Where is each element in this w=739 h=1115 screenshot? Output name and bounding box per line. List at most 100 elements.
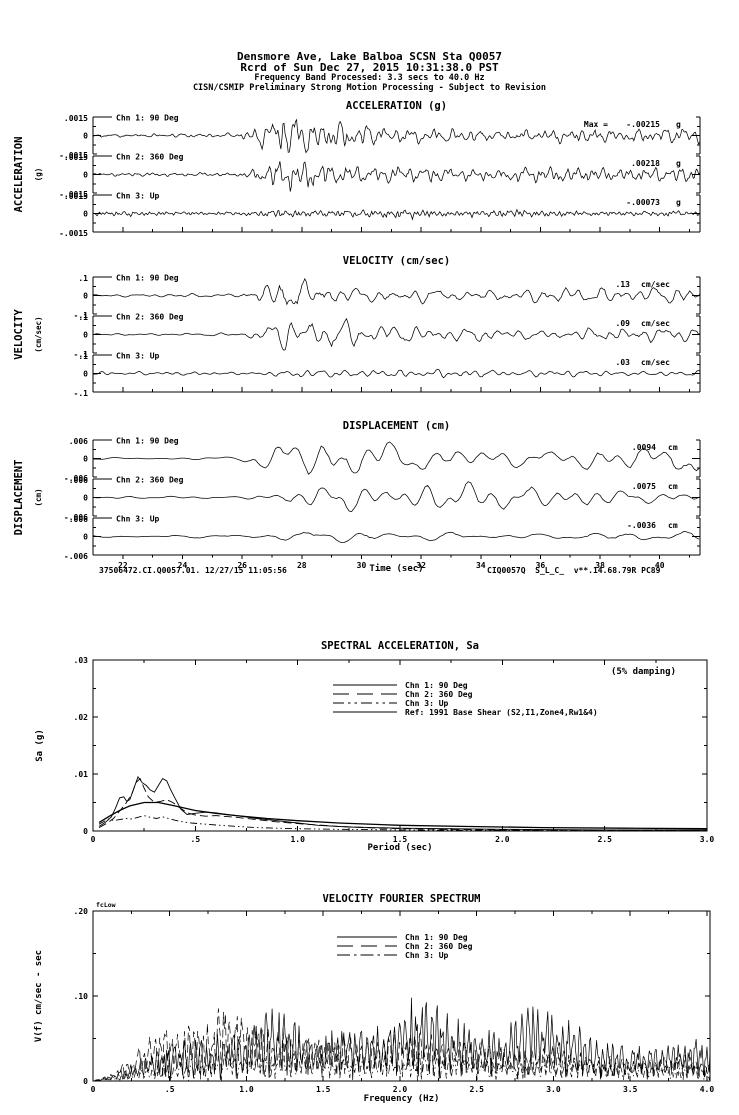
acceleration-time-series-side-label: ACCELERATION — [13, 137, 25, 213]
fourier-x-tick-label: 2.5 — [469, 1085, 484, 1094]
displacement-time-series-trace-3-waveform — [92, 531, 700, 543]
sa-series-1 — [98, 775, 707, 831]
acceleration-time-series: ACCELERATION (g) .0015 0 -.0015 Chn 1: 90 Deg… — [13, 114, 701, 238]
velocity-time-series-side-sublabel: (cm/sec) — [34, 316, 43, 352]
time-axis-label: Time (sec) — [369, 564, 424, 574]
channel-label: Chn 1: 90 Deg — [116, 114, 179, 123]
y-tick-label: .1 — [78, 352, 88, 361]
sa-y-tick-label: .01 — [74, 770, 89, 779]
y-tick-label: 0 — [83, 370, 88, 379]
sa-y-axis-label: Sa (g) — [35, 729, 45, 762]
max-unit-label: cm/sec — [641, 319, 670, 328]
period-axis-label: Period (sec) — [367, 843, 433, 853]
time-tick-label: 38 — [595, 561, 605, 570]
displacement-time-series-side-sublabel: (cm) — [34, 488, 43, 506]
velocity-time-series-trace-1-waveform — [92, 278, 701, 306]
frequency-band-note: Frequency Band Processed: 3.3 secs to 40… — [254, 73, 485, 83]
sa-y-tick-label: .02 — [74, 713, 89, 722]
displacement-time-series-trace-2-axis — [92, 478, 701, 517]
time-tick-label: 34 — [476, 561, 486, 570]
time-tick-label: 26 — [237, 561, 247, 570]
time-tick-label: 36 — [536, 561, 546, 570]
y-tick-label: 0 — [83, 292, 88, 301]
max-value-label: .13 — [616, 280, 631, 289]
sa-legend-label-2: Chn 2: 360 Deg — [405, 690, 473, 699]
fourier-series-3 — [92, 1051, 711, 1082]
processing-version-footnote: CIQ0057Q S_L_C_ v**.14.68.79R PC89 — [487, 566, 661, 575]
sa-x-tick-label: 0 — [91, 835, 96, 844]
max-unit-label: cm/sec — [641, 280, 670, 289]
time-tick-label: 40 — [655, 561, 665, 570]
fourier-series-1 — [92, 997, 711, 1082]
y-tick-label: .006 — [69, 476, 88, 485]
acceleration-time-series-trace-3-waveform — [92, 208, 700, 221]
fourier-x-tick-label: 1.0 — [239, 1085, 254, 1094]
y-tick-label: -.1 — [74, 350, 89, 359]
y-tick-label: .0015 — [64, 114, 88, 123]
y-tick-label: -.0015 — [59, 151, 88, 160]
y-tick-label: -.006 — [64, 552, 88, 561]
fourier-x-tick-label: 3.5 — [623, 1085, 638, 1094]
velocity-time-series-trace-3-waveform — [92, 368, 701, 379]
y-tick-label: .1 — [78, 274, 88, 283]
acceleration-time-series-time-axis — [93, 227, 700, 233]
max-prefix-label: Max = — [584, 120, 608, 129]
max-value-label: -.00215 — [626, 120, 660, 129]
sa-y-tick-label: .03 — [74, 656, 89, 665]
max-unit-label: g — [676, 159, 681, 168]
y-tick-label: 0 — [83, 494, 88, 503]
fourier-spectrum-chart: 0 .10 .20 0 .5 1.0 1.5 2.0 2.5 3.0 3.5 4.0 V(f) cm/s… — [34, 907, 714, 1094]
velocity-panel-title: VELOCITY (cm/sec) — [342, 255, 451, 267]
max-unit-label: g — [676, 198, 681, 207]
displacement-time-series-trace-1-axis — [92, 439, 701, 478]
sa-x-tick-label: 3.0 — [700, 835, 715, 844]
channel-label: Chn 3: Up — [116, 515, 160, 524]
fourier-legend-label-3: Chn 3: Up — [405, 951, 449, 960]
acceleration-time-series-trace-2-waveform — [92, 161, 700, 192]
max-value-label: .09 — [616, 319, 631, 328]
max-value-label: -.0036 — [627, 521, 656, 530]
processing-disclaimer: CISN/CSMIP Preliminary Strong Motion Pro… — [192, 83, 547, 93]
station-title: Densmore Ave, Lake Balboa SCSN Sta Q0057 — [237, 50, 502, 63]
y-tick-label: -.0015 — [59, 190, 88, 199]
y-tick-label: 0 — [83, 331, 88, 340]
sa-y-tick-label: 0 — [83, 827, 88, 836]
time-tick-label: 30 — [357, 561, 367, 570]
max-value-label: .0075 — [632, 482, 656, 491]
sa-x-tick-label: .5 — [191, 835, 201, 844]
fourier-legend-label-2: Chn 2: 360 Deg — [405, 942, 473, 951]
acceleration-time-series-trace-1-waveform — [93, 118, 700, 154]
fourier-legend-label-1: Chn 1: 90 Deg — [405, 933, 468, 942]
sa-legend-label-1: Chn 1: 90 Deg — [405, 681, 468, 690]
fourier-chart-title: VELOCITY FOURIER SPECTRUM — [322, 893, 481, 905]
channel-label: Chn 2: 360 Deg — [116, 153, 184, 162]
max-unit-label: cm — [668, 443, 678, 452]
displacement-time-series-trace-1-waveform — [92, 441, 700, 475]
velocity-time-series-side-label: VELOCITY — [13, 309, 25, 360]
y-tick-label: 0 — [83, 210, 88, 219]
time-tick-label: 24 — [178, 561, 188, 570]
time-tick-label: 22 — [118, 561, 128, 570]
max-unit-label: cm — [668, 521, 678, 530]
velocity-time-series-time-axis — [93, 387, 700, 393]
acceleration-time-series-side-sublabel: (g) — [34, 168, 43, 182]
displacement-time-series-time-axis — [93, 554, 700, 559]
y-tick-label: -.006 — [64, 474, 88, 483]
sa-chart-title: SPECTRAL ACCELERATION, Sa — [320, 640, 480, 652]
fourier-x-tick-label: 1.5 — [316, 1085, 331, 1094]
acceleration-time-series-trace-1-axis — [92, 116, 701, 155]
spectral-acceleration-chart: 0 .01 .02 .03 0 .5 1.0 1.5 2.0 2.5 3.0 Sa (g) Chn 1:… — [35, 656, 715, 844]
fourier-x-tick-label: 0 — [91, 1085, 96, 1094]
sa-x-tick-label: 2.0 — [495, 835, 510, 844]
fourier-y-axis-label: V(f) cm/sec - sec — [34, 950, 44, 1042]
report-header: Densmore Ave, Lake Balboa SCSN Sta Q0057… — [0, 51, 739, 93]
channel-label: Chn 1: 90 Deg — [116, 274, 179, 283]
sa-series-3 — [98, 815, 707, 831]
y-tick-label: 0 — [83, 171, 88, 180]
y-tick-label: .0015 — [64, 153, 88, 162]
frequency-axis-label: Frequency (Hz) — [363, 1094, 440, 1104]
fourier-y-tick-label: .10 — [74, 992, 89, 1001]
displacement-panel-title: DISPLACEMENT (cm) — [342, 420, 451, 432]
sa-series-4 — [98, 801, 708, 830]
